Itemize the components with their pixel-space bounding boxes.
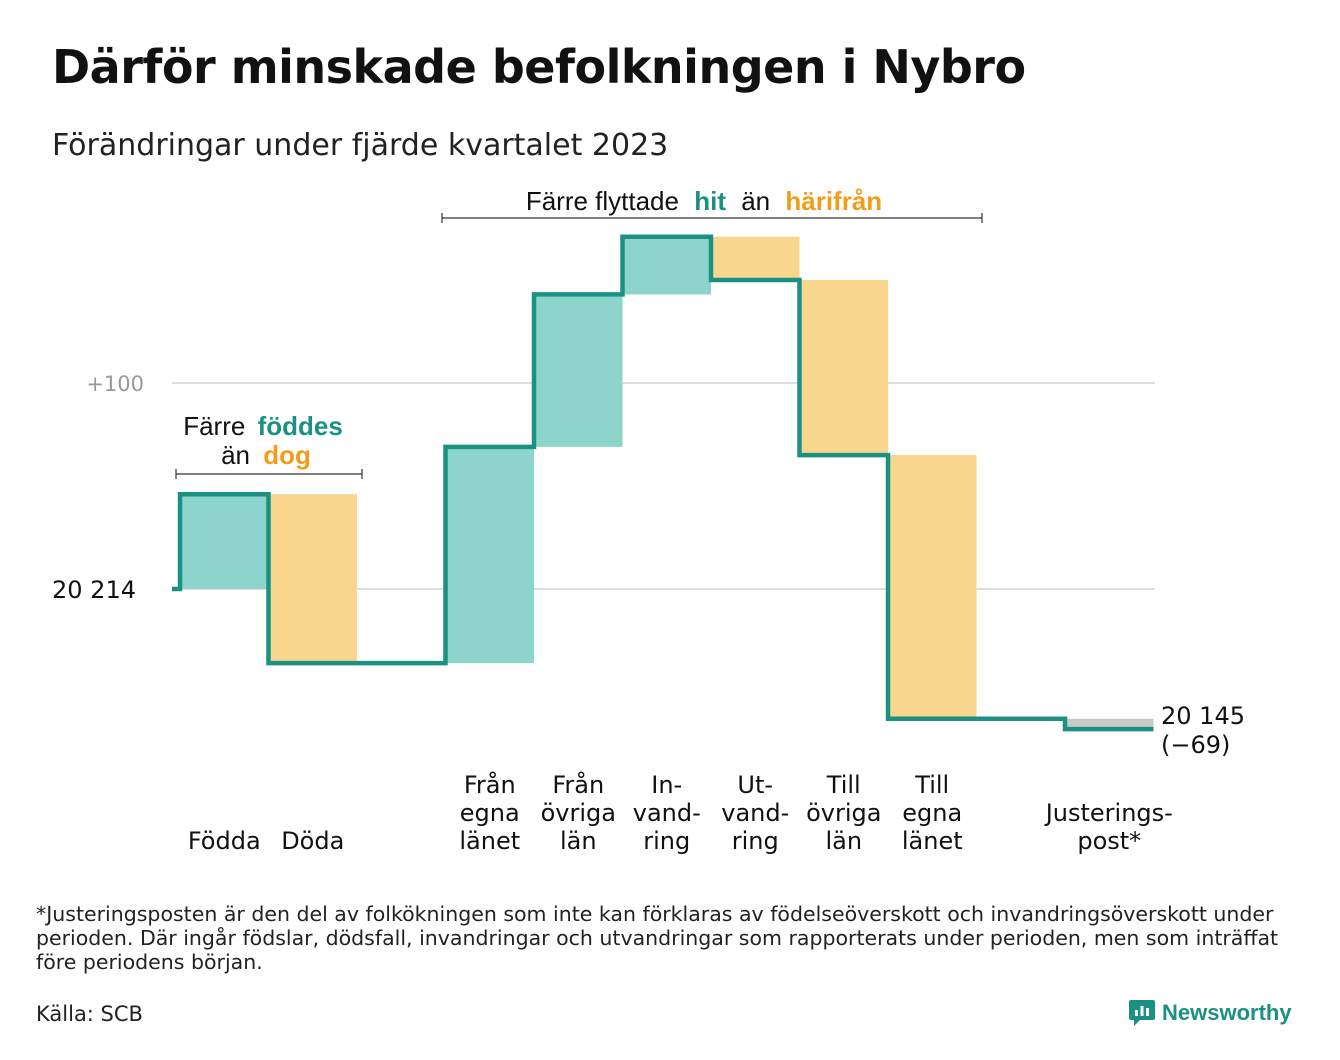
population-step-line [172,234,1154,732]
category-label: ring [732,827,779,855]
footnote: *Justeringsposten är den del av folkökni… [36,902,1279,974]
svg-text:Färre flyttade hit: Färre flyttade hit än härifrån [526,186,882,216]
chart-title: Därför minskade befolkningen i Nybro [52,40,1026,94]
births-deaths-annotation: Färre föddes än dog [175,411,363,479]
category-label: ring [643,827,690,855]
category-label: In- [651,771,682,799]
category-label: Justerings- [1044,799,1173,827]
waterfall-bar [888,455,977,719]
category-label: Från [464,770,516,799]
annotation-highlight-harifran: härifrån [785,186,882,216]
category-label: länet [459,827,520,855]
migration-annotation: Färre flyttade hit än härifrån [441,186,983,223]
category-label: Till [914,771,949,799]
brand-logo: Newsworthy [1128,998,1292,1028]
waterfall-bar [622,236,711,295]
annotation-highlight-died: dog [263,440,311,470]
category-label: vand- [633,799,701,827]
svg-text:Färre föddes: Färre föddes [183,411,343,441]
category-label: län [825,827,862,855]
brand-name: Newsworthy [1162,1000,1292,1025]
newsworthy-logo-icon [1129,1000,1155,1026]
category-label: post* [1077,827,1141,855]
annotation-highlight-hit: hit [694,186,726,216]
waterfall-bar [799,280,888,456]
end-value-label: 20 145 [1161,702,1245,730]
waterfall-bar [1065,718,1154,730]
waterfall-bar [445,446,534,664]
category-label: Födda [188,827,261,855]
waterfall-bar [180,494,269,589]
svg-text:än dog: än dog [221,440,311,470]
category-label: egna [902,799,962,827]
category-label: övriga [806,799,881,827]
waterfall-bar [711,236,800,280]
end-change-label: (−69) [1161,731,1230,759]
annotation-text: Färre flyttade [526,186,679,216]
start-value-label: 20 214 [52,576,136,604]
category-label: Från [552,770,604,799]
category-label: egna [460,799,520,827]
source-label: Källa: SCB [36,1002,143,1026]
category-label: länet [902,827,963,855]
category-label: Döda [281,827,344,855]
chart-subtitle: Förändringar under fjärde kvartalet 2023 [52,128,669,163]
bar-layer [180,236,1154,730]
annotation-text: än [741,186,770,216]
category-label: vand- [721,799,789,827]
grid-value-label: +100 [86,372,144,396]
category-label: Ut- [737,771,773,799]
category-label: övriga [541,799,616,827]
annotation-highlight-born: föddes [258,411,343,441]
category-label: län [560,827,597,855]
waterfall-bar [534,294,623,447]
category-label: Till [826,771,861,799]
waterfall-bar [268,494,357,664]
annotation-text: än [221,440,250,470]
annotation-text: Färre [183,411,245,441]
